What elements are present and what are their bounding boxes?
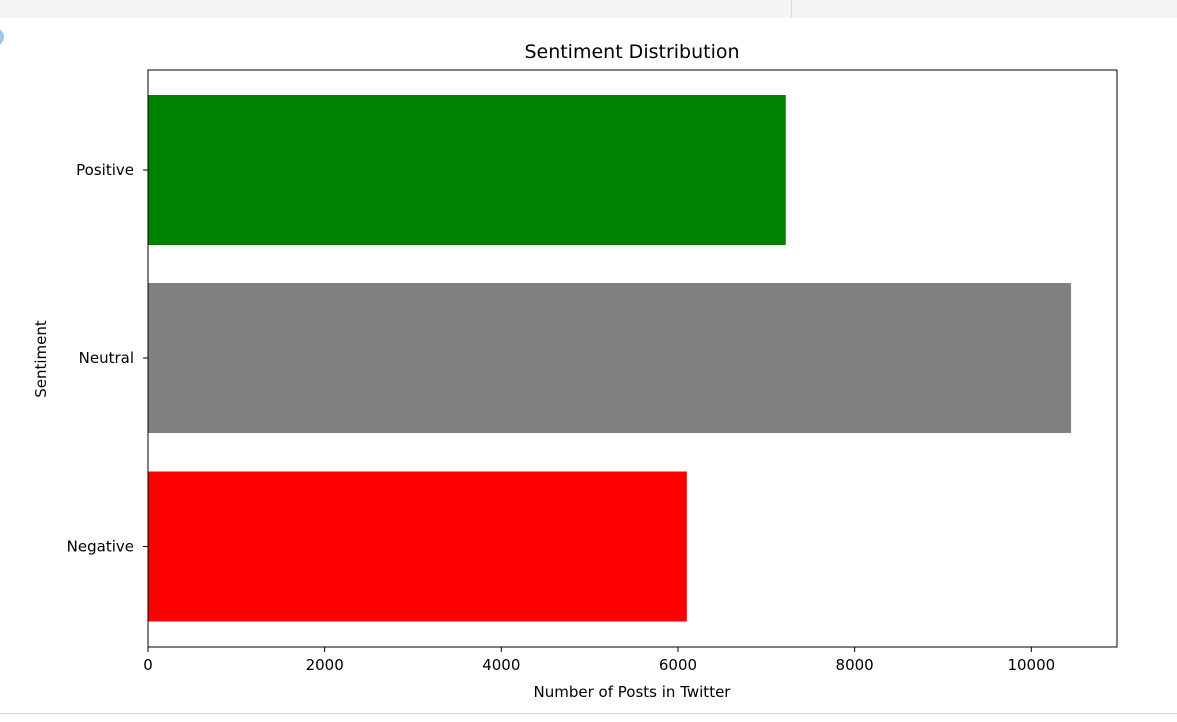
bar-positive	[148, 95, 786, 245]
notebook-toolbar-strip	[0, 0, 1177, 18]
x-tick-label: 6000	[659, 656, 697, 674]
x-tick-label: 8000	[836, 656, 874, 674]
output-bottom-border	[0, 713, 1177, 714]
bar-neutral	[148, 283, 1072, 433]
y-tick-label: Negative	[67, 538, 134, 556]
x-axis-ticks: 0 2000 4000 6000 8000 10000	[143, 647, 1055, 674]
y-axis-label: Sentiment	[32, 320, 50, 398]
cell-collapse-marker[interactable]	[0, 28, 4, 46]
bar-negative	[148, 471, 687, 622]
toolbar-divider	[791, 0, 792, 18]
x-axis-label: Number of Posts in Twitter	[534, 683, 732, 701]
y-tick-label: Positive	[76, 161, 134, 179]
y-tick-label: Neutral	[79, 349, 134, 367]
bars-layer	[148, 95, 1072, 622]
x-tick-label: 4000	[482, 656, 520, 674]
x-tick-label: 10000	[1007, 656, 1055, 674]
x-tick-label: 0	[143, 656, 153, 674]
x-tick-label: 2000	[306, 656, 344, 674]
y-axis-ticks: Negative Neutral Positive	[67, 161, 148, 556]
chart-title: Sentiment Distribution	[524, 41, 739, 63]
